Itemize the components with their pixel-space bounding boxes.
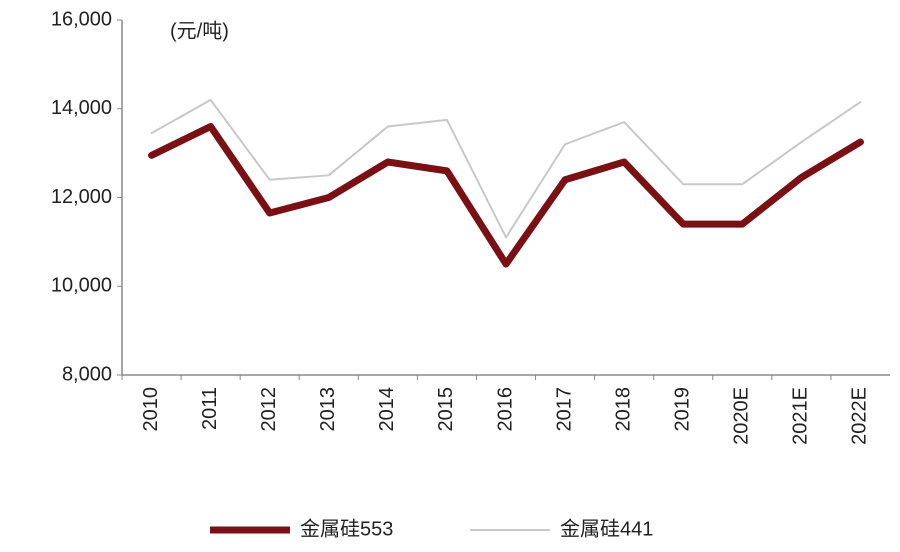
y-tick-label: 14,000	[51, 97, 112, 119]
x-tick-label: 2017	[553, 387, 575, 432]
x-tick-label: 2020E	[731, 387, 753, 445]
x-tick-label: 2014	[376, 387, 398, 432]
x-tick-label: 2019	[672, 387, 694, 432]
x-tick-label: 2011	[199, 387, 221, 430]
legend-label: 金属硅553	[300, 517, 393, 540]
x-tick-label: 2022E	[849, 387, 871, 445]
y-tick-label: 8,000	[62, 363, 112, 385]
y-tick-label: 10,000	[51, 275, 112, 297]
legend-label: 金属硅441	[560, 517, 653, 540]
x-tick-label: 2015	[435, 387, 457, 432]
unit-label: (元/吨)	[170, 19, 229, 42]
x-tick-label: 2021E	[790, 387, 812, 445]
x-tick-label: 2012	[258, 387, 280, 432]
series-line	[150, 98, 862, 239]
x-tick-label: 2013	[317, 387, 339, 432]
x-tick-label: 2010	[140, 387, 162, 432]
x-tick-label: 2016	[494, 387, 516, 432]
y-tick-label: 16,000	[51, 8, 112, 30]
x-tick-label: 2018	[612, 387, 634, 432]
series-line	[148, 123, 864, 268]
y-tick-label: 12,000	[51, 186, 112, 208]
